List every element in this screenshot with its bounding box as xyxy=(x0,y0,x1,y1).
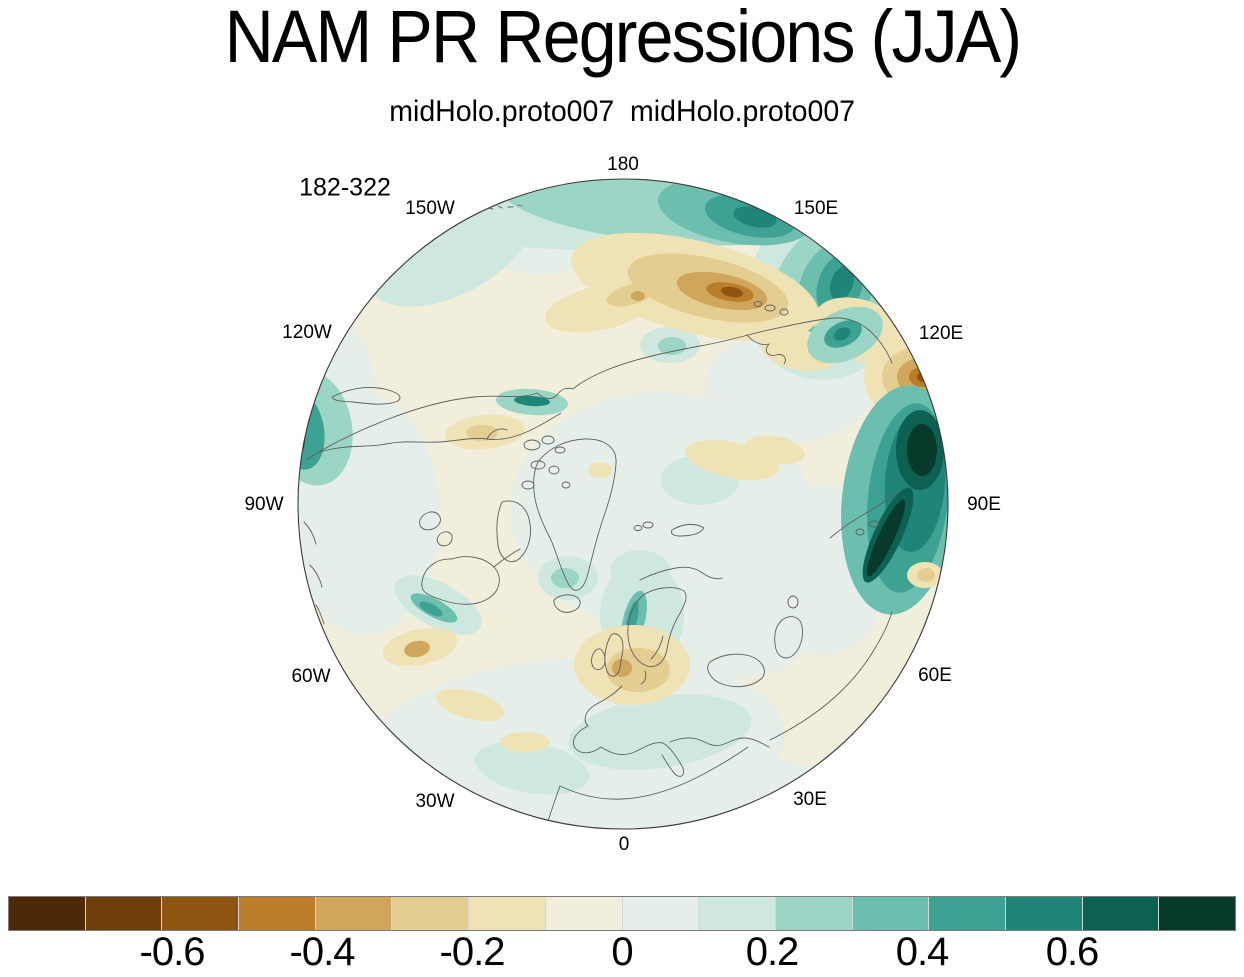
colorbar-segment xyxy=(238,897,315,930)
colorbar-segment xyxy=(1004,897,1082,930)
lon-label-0: 0 xyxy=(618,834,630,855)
lon-label-30W: 30W xyxy=(415,791,455,812)
plot-title: NAM PR Regressions (JJA) xyxy=(224,0,1022,78)
colorbar-segment xyxy=(84,897,162,930)
coastlines xyxy=(303,204,899,829)
alaska-coast-positive-streak xyxy=(496,388,568,416)
lon-label-150W: 150W xyxy=(405,198,455,219)
lon-label-30E: 30E xyxy=(793,789,827,810)
period-label: 182-322 xyxy=(299,173,391,202)
colorbar-segment xyxy=(468,897,545,930)
lon-label-60W: 60W xyxy=(291,666,331,687)
colorbar xyxy=(8,896,1236,931)
central-asia-positive-complex xyxy=(841,385,948,615)
lon-label-120W: 120W xyxy=(282,322,332,343)
lon-label-60E: 60E xyxy=(918,665,952,686)
weak-negative-patches xyxy=(382,414,943,752)
colorbar-segment xyxy=(544,897,622,930)
colorbar-segment xyxy=(161,897,239,930)
colorbar-segment xyxy=(314,897,392,930)
lon-label-90E: 90E xyxy=(967,494,1001,515)
lon-label-150E: 150E xyxy=(793,198,839,219)
iceland-positive-patch xyxy=(538,556,598,600)
colorbar-segment xyxy=(391,897,469,930)
colorbar-tick-label: -0.4 xyxy=(289,930,356,974)
plot-subtitle: midHolo.proto007 midHolo.proto007 xyxy=(389,95,855,128)
lon-label-180: 180 xyxy=(607,154,639,175)
colorbar-tick-labels: -0.6 -0.4 -0.2 0 0.2 0.4 0.6 xyxy=(0,932,1244,977)
polar-map xyxy=(297,178,949,830)
colorbar-segment xyxy=(851,897,929,930)
colorbar-tick-label: 0 xyxy=(611,930,633,974)
labrador-positive-streak xyxy=(394,575,482,635)
map-fill-contours xyxy=(298,179,948,829)
colorbar-tick-label: -0.6 xyxy=(139,930,206,974)
colorbar-segment xyxy=(774,897,852,930)
colorbar-tick-label: 0.4 xyxy=(895,930,950,974)
colorbar-tick-label: -0.2 xyxy=(439,930,506,974)
east-siberia-positive-blob xyxy=(807,306,883,364)
colorbar-segment xyxy=(1081,897,1159,930)
colorbar-segment xyxy=(9,897,85,930)
colorbar-tick-label: 0.2 xyxy=(745,930,800,974)
colorbar-segment xyxy=(698,897,775,930)
lon-label-120E: 120E xyxy=(918,323,964,344)
map-boundary-circle xyxy=(297,178,949,830)
colorbar-segment xyxy=(621,897,699,930)
colorbar-segment xyxy=(928,897,1005,930)
colorbar-segment xyxy=(1158,897,1235,930)
lon-label-90W: 90W xyxy=(244,494,284,515)
colorbar-tick-label: 0.6 xyxy=(1045,930,1100,974)
